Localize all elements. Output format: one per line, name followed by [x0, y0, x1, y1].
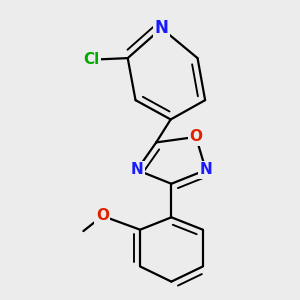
Text: N: N — [130, 163, 143, 178]
Text: O: O — [189, 129, 203, 144]
Text: N: N — [154, 19, 168, 37]
Text: N: N — [200, 163, 212, 178]
Text: Cl: Cl — [83, 52, 99, 67]
Text: O: O — [96, 208, 109, 224]
